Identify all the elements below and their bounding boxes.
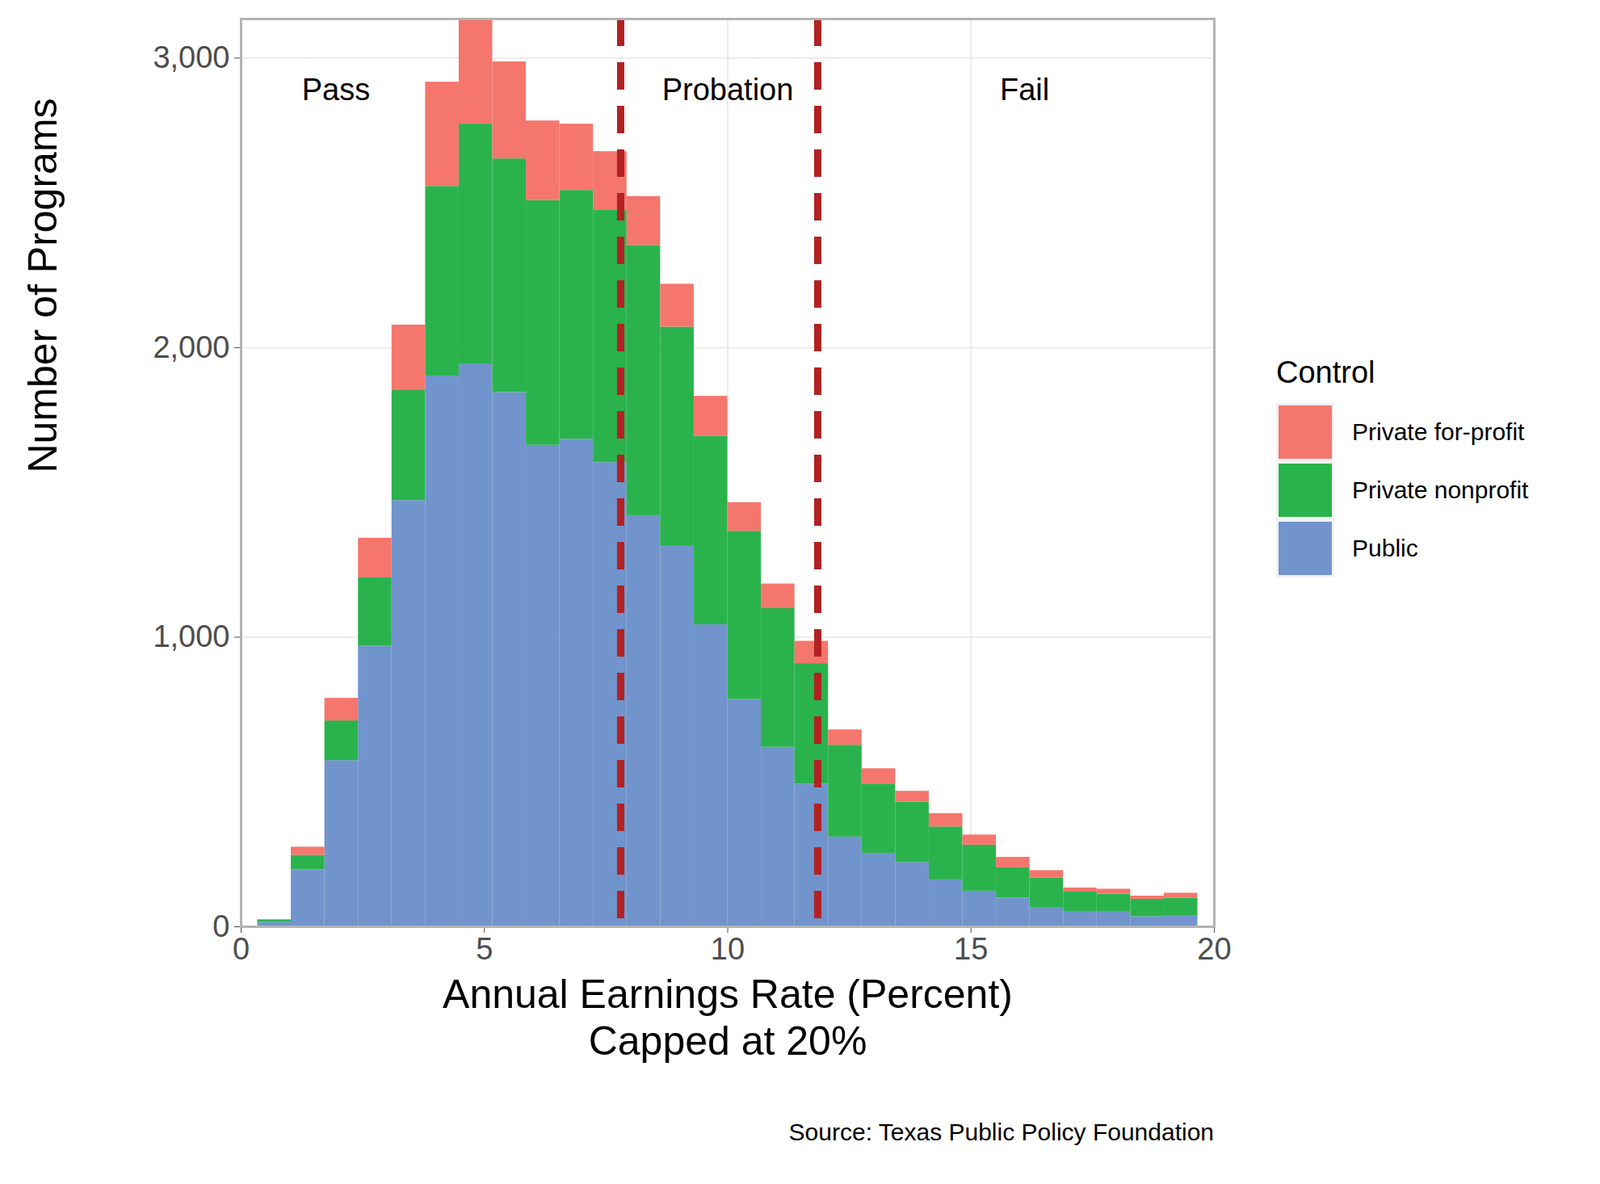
html-text:Public: Public xyxy=(1352,534,1419,562)
svg-text:5: 5 xyxy=(475,932,493,966)
html-text:Private nonprofit: Private nonprofit xyxy=(1352,476,1529,504)
svg-text:Fail: Fail xyxy=(999,72,1050,107)
svg-text:0: 0 xyxy=(232,932,250,966)
svg-text:Annual Earnings Rate (Percent): Annual Earnings Rate (Percent)Capped at … xyxy=(442,971,1013,1064)
svg-text:Pass: Pass xyxy=(302,72,370,107)
svg-text:Probation: Probation xyxy=(662,72,794,107)
svg-text:2,000: 2,000 xyxy=(152,330,230,365)
svg-text:1,000: 1,000 xyxy=(152,619,230,654)
html-text:Source: Texas Public Policy Fo: Source: Texas Public Policy Foundation xyxy=(788,1118,1214,1146)
svg-text:20: 20 xyxy=(1196,932,1231,966)
html-text:Control: Control xyxy=(1276,355,1376,390)
html-text:Private for-profit: Private for-profit xyxy=(1352,418,1525,446)
svg-text:10: 10 xyxy=(710,932,745,966)
svg-text:15: 15 xyxy=(953,932,988,966)
svg-text:Number of Programs: Number of Programs xyxy=(20,97,66,473)
svg-text:3,000: 3,000 xyxy=(152,40,230,75)
svg-text:0: 0 xyxy=(212,909,230,944)
